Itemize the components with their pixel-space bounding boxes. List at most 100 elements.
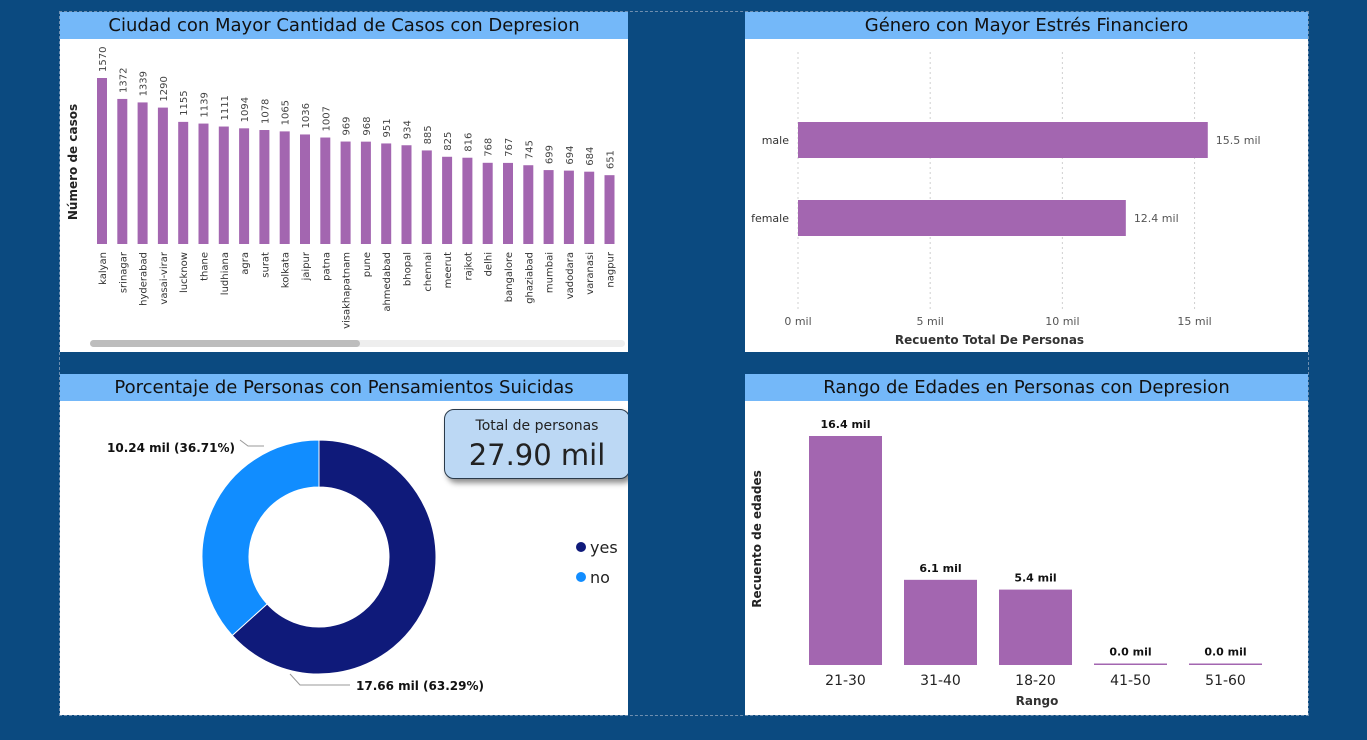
city-value-label: 934 bbox=[403, 120, 414, 139]
donut-slice-yes[interactable] bbox=[231, 439, 437, 675]
legend-item-yes[interactable]: yes bbox=[576, 532, 618, 562]
city-bar-bhopal[interactable] bbox=[401, 145, 412, 244]
city-value-label: 1065 bbox=[281, 100, 292, 125]
city-bar-vadodara[interactable] bbox=[563, 170, 574, 244]
city-tick-label: kolkata bbox=[281, 252, 292, 288]
age-bar-21-30[interactable] bbox=[809, 436, 882, 665]
city-value-label: 1094 bbox=[240, 97, 251, 122]
city-tick-label: rajkot bbox=[463, 252, 474, 281]
donut-slice-no[interactable] bbox=[201, 439, 320, 637]
city-bar-ahmedabad[interactable] bbox=[381, 143, 392, 244]
city-value-label: 885 bbox=[423, 125, 434, 144]
city-value-label: 699 bbox=[545, 145, 556, 164]
age-tick-label: 31-40 bbox=[920, 673, 961, 689]
city-tick-label: meerut bbox=[443, 252, 454, 288]
city-bar-kolkata[interactable] bbox=[279, 131, 290, 244]
gender-x-tick-label: 10 mil bbox=[1045, 315, 1079, 328]
city-bar-srinagar[interactable] bbox=[117, 98, 128, 244]
gender-category-label: female bbox=[751, 212, 789, 225]
city-bar-hyderabad[interactable] bbox=[137, 102, 148, 245]
gender-chart-title: Género con Mayor Estrés Financiero bbox=[745, 12, 1308, 39]
suicidal-donut-chart: 17.66 mil (63.29%) 10.24 mil (36.71%) bbox=[107, 439, 484, 693]
ages-chart-title: Rango de Edades en Personas con Depresio… bbox=[745, 374, 1308, 401]
city-bar-mumbai[interactable] bbox=[543, 170, 554, 244]
city-value-label: 1139 bbox=[200, 92, 211, 117]
ages-bar-chart: Recuento de edades 16.4 mil 21-30 6.1 mil 31… bbox=[750, 418, 1262, 708]
city-bar-kalyan[interactable] bbox=[97, 78, 107, 244]
gender-value-label: 12.4 mil bbox=[1134, 212, 1179, 225]
ages-chart-panel[interactable]: Rango de Edades en Personas con Depresio… bbox=[745, 374, 1308, 715]
cities-chart-panel[interactable]: Ciudad con Mayor Cantidad de Casos con D… bbox=[60, 12, 628, 352]
suicidal-chart-panel[interactable]: Porcentaje de Personas con Pensamientos … bbox=[60, 374, 628, 715]
city-tick-label: agra bbox=[240, 252, 251, 275]
donut-value-label-no: 10.24 mil (36.71%) bbox=[107, 441, 235, 455]
total-persons-value: 27.90 mil bbox=[468, 438, 606, 472]
city-value-label: 1372 bbox=[118, 67, 129, 92]
city-value-label: 694 bbox=[565, 146, 576, 165]
age-bar-51-60[interactable] bbox=[1189, 663, 1262, 666]
age-bar-18-20[interactable] bbox=[999, 589, 1072, 665]
city-bar-meerut[interactable] bbox=[442, 156, 453, 244]
city-value-label: 1036 bbox=[301, 103, 312, 128]
age-bar-31-40[interactable] bbox=[904, 579, 977, 665]
gender-x-axis-label: Recuento Total De Personas bbox=[895, 333, 1084, 347]
ages-x-axis-label: Rango bbox=[1016, 694, 1059, 708]
city-value-label: 745 bbox=[524, 140, 535, 159]
age-value-label: 0.0 mil bbox=[1204, 646, 1246, 659]
city-tick-label: thane bbox=[200, 252, 211, 281]
city-tick-label: visakhapatnam bbox=[342, 252, 353, 329]
city-bar-pune[interactable] bbox=[360, 141, 371, 244]
city-bar-agra[interactable] bbox=[239, 128, 250, 244]
city-value-label: 1155 bbox=[179, 90, 190, 115]
city-bar-vasai-virar[interactable] bbox=[157, 107, 168, 244]
city-bar-patna[interactable] bbox=[320, 137, 331, 244]
city-tick-label: srinagar bbox=[118, 251, 129, 293]
city-bar-lucknow[interactable] bbox=[178, 121, 189, 244]
city-tick-label: patna bbox=[321, 252, 332, 281]
city-value-label: 968 bbox=[362, 117, 373, 136]
city-bar-ghaziabad[interactable] bbox=[523, 165, 534, 244]
city-bar-rajkot[interactable] bbox=[462, 157, 473, 244]
city-bar-bangalore[interactable] bbox=[503, 162, 513, 244]
city-bar-chennai[interactable] bbox=[421, 150, 432, 244]
city-bar-surat[interactable] bbox=[259, 130, 270, 244]
city-value-label: 768 bbox=[484, 138, 495, 157]
city-value-label: 969 bbox=[342, 116, 353, 135]
city-tick-label: bangalore bbox=[504, 252, 515, 302]
city-value-label: 1078 bbox=[260, 99, 271, 124]
legend-item-no[interactable]: no bbox=[576, 562, 618, 592]
city-bar-ludhiana[interactable] bbox=[218, 126, 229, 244]
legend-label-no: no bbox=[590, 567, 610, 587]
legend-dot-no bbox=[576, 572, 586, 582]
city-tick-label: ghaziabad bbox=[524, 252, 535, 304]
cities-chart-title: Ciudad con Mayor Cantidad de Casos con D… bbox=[60, 12, 628, 39]
age-value-label: 16.4 mil bbox=[821, 418, 871, 431]
legend-dot-yes bbox=[576, 542, 586, 552]
cities-scrollbar-thumb[interactable] bbox=[90, 340, 360, 347]
age-tick-label: 18-20 bbox=[1015, 673, 1056, 689]
age-bar-41-50[interactable] bbox=[1094, 663, 1167, 666]
city-tick-label: vadodara bbox=[565, 252, 576, 299]
age-value-label: 0.0 mil bbox=[1109, 646, 1151, 659]
city-bar-thane[interactable] bbox=[198, 123, 209, 244]
gender-bar-female[interactable] bbox=[798, 200, 1126, 236]
city-bar-delhi[interactable] bbox=[482, 162, 493, 244]
cities-horizontal-scrollbar[interactable] bbox=[90, 340, 625, 347]
city-tick-label: vasai-virar bbox=[159, 251, 170, 304]
city-value-label: 816 bbox=[463, 133, 474, 152]
gender-bar-chart: 0 mil 5 mil 10 mil 15 mil male 15.5 mil female… bbox=[751, 52, 1261, 347]
ages-y-axis-label: Recuento de edades bbox=[750, 470, 764, 607]
city-value-label: 1339 bbox=[139, 71, 150, 96]
city-value-label: 1007 bbox=[321, 106, 332, 131]
gender-chart-panel[interactable]: Género con Mayor Estrés Financiero 0 mil… bbox=[745, 12, 1308, 352]
gender-bar-male[interactable] bbox=[798, 122, 1208, 158]
gender-x-tick-label: 0 mil bbox=[784, 315, 811, 328]
city-tick-label: jaipur bbox=[301, 251, 312, 281]
city-tick-label: surat bbox=[260, 252, 271, 278]
age-value-label: 5.4 mil bbox=[1014, 572, 1056, 585]
city-bar-varanasi[interactable] bbox=[584, 171, 595, 244]
city-bar-visakhapatnam[interactable] bbox=[340, 141, 351, 244]
city-bar-nagpur[interactable] bbox=[604, 175, 615, 244]
city-bar-jaipur[interactable] bbox=[300, 134, 310, 244]
cities-bar-chart: Número de casos 1570 kalyan 1372 srinagar 133… bbox=[66, 47, 617, 329]
